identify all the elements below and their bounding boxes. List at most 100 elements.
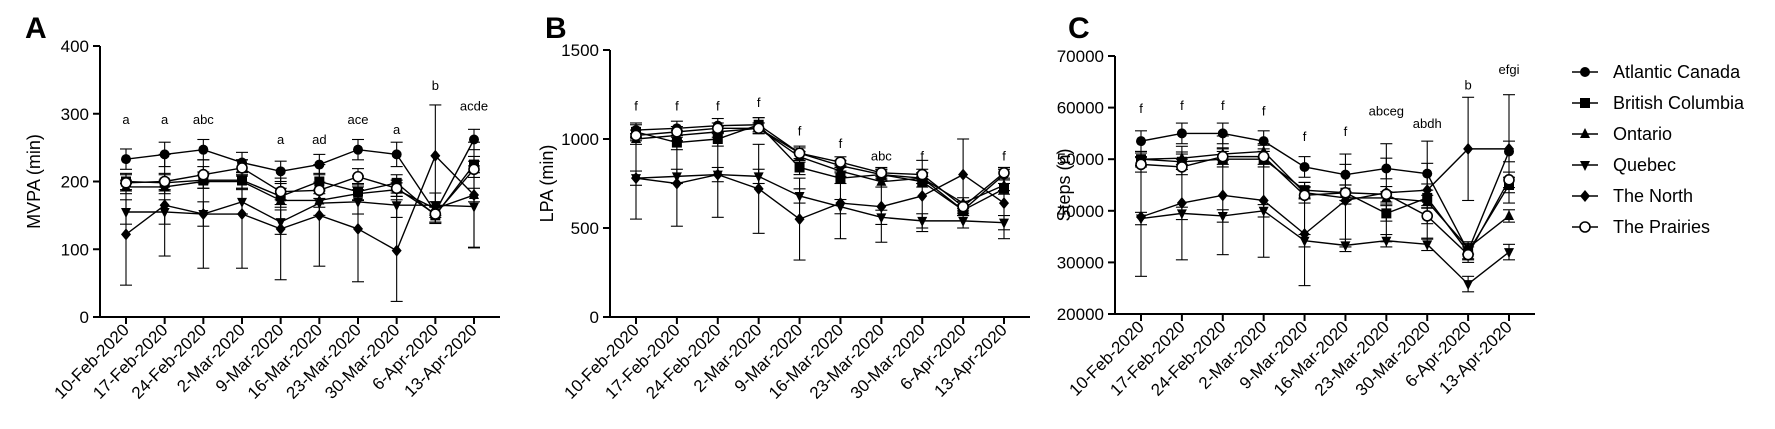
data-point (1136, 210, 1146, 223)
data-point (671, 177, 682, 190)
data-point (1136, 136, 1146, 147)
significance-label: acde (460, 98, 488, 113)
data-point (1298, 189, 1311, 202)
data-point (1503, 174, 1515, 186)
data-point (121, 228, 131, 241)
data-point (835, 197, 846, 210)
legend-label: The North (1613, 186, 1693, 206)
data-point (275, 166, 286, 177)
data-point (1380, 188, 1393, 201)
data-point (159, 199, 170, 212)
series-ontario (120, 174, 480, 216)
data-point (198, 208, 209, 221)
legend: Atlantic Canada British Columbia Ontario Qu… (1572, 62, 1745, 237)
legend-item: Atlantic Canada (1572, 62, 1741, 82)
data-point (917, 189, 928, 202)
y-tick-label: 400 (61, 37, 89, 56)
series-line (635, 123, 1005, 212)
data-point (1135, 158, 1147, 171)
significance-label: b (1464, 78, 1471, 93)
data-point (1463, 142, 1474, 155)
data-point (875, 167, 888, 179)
y-tick-label: 100 (61, 240, 89, 259)
y-tick-label: 40000 (1057, 202, 1104, 221)
data-point (391, 244, 402, 257)
data-point (468, 163, 480, 176)
data-point (1339, 186, 1352, 199)
data-point (1258, 194, 1269, 207)
series-line (635, 173, 1005, 224)
data-point (957, 200, 969, 213)
significance-label: f (839, 136, 843, 151)
series-the-north (630, 131, 1010, 261)
significance-label: f (634, 99, 638, 114)
legend-item: The North (1572, 186, 1693, 206)
panel-letter: C (1068, 12, 1090, 45)
y-tick-label: 300 (61, 105, 89, 124)
data-point (391, 149, 402, 160)
y-tick-label: 50000 (1057, 150, 1104, 169)
series-the-north (120, 104, 480, 302)
significance-label: f (1344, 124, 1348, 139)
y-tick-label: 500 (571, 219, 599, 238)
significance-label: a (161, 112, 169, 127)
series-the-prairies (630, 122, 1010, 213)
significance-label: a (393, 122, 401, 137)
significance-label: a (277, 132, 285, 147)
data-point (1421, 210, 1434, 222)
series-line (125, 167, 475, 215)
legend-marker (1580, 67, 1590, 77)
series-line (1140, 158, 1510, 254)
data-point (429, 208, 442, 220)
significance-label: f (1139, 101, 1143, 116)
data-point (1216, 150, 1229, 163)
data-point (1176, 161, 1188, 173)
significance-label: f (716, 99, 720, 114)
data-point (630, 129, 642, 142)
data-point (793, 147, 806, 160)
data-point (711, 122, 724, 135)
data-point (1504, 142, 1514, 155)
legend-label: Quebec (1613, 155, 1676, 175)
series-line (635, 124, 1005, 212)
data-point (1176, 128, 1187, 139)
y-tick-label: 60000 (1057, 99, 1104, 118)
data-point (1299, 228, 1310, 241)
data-point (712, 168, 723, 181)
significance-label: ad (312, 132, 326, 147)
data-point (834, 156, 847, 168)
data-point (916, 168, 929, 181)
y-tick-label: 20000 (1057, 305, 1104, 324)
y-tick-label: 30000 (1057, 253, 1104, 272)
legend-marker (1579, 221, 1591, 233)
y-axis-label: LPA (min) (537, 145, 557, 223)
data-point (274, 185, 287, 198)
data-point (197, 168, 210, 181)
series-quebec (1135, 204, 1515, 293)
y-axis-label: Steps (n) (1054, 148, 1074, 221)
data-point (121, 154, 131, 165)
data-point (430, 149, 441, 162)
data-point (353, 222, 363, 235)
data-point (469, 189, 479, 202)
y-tick-label: 200 (61, 173, 89, 192)
significance-label: f (1002, 148, 1006, 163)
series-line (1140, 210, 1510, 285)
data-point (120, 177, 132, 189)
significance-label: f (1303, 129, 1307, 144)
significance-label: f (1262, 103, 1266, 118)
data-point (876, 200, 887, 213)
data-point (794, 213, 805, 226)
data-point (1504, 248, 1514, 259)
data-point (352, 170, 364, 183)
series-line (1140, 148, 1509, 235)
data-point (236, 162, 248, 174)
data-point (752, 122, 765, 135)
axes (609, 50, 1030, 318)
data-point (313, 184, 326, 197)
panel-letter: B (545, 12, 567, 45)
series-the-north (1135, 94, 1515, 287)
legend-item: Ontario (1572, 124, 1672, 144)
data-point (671, 126, 683, 138)
